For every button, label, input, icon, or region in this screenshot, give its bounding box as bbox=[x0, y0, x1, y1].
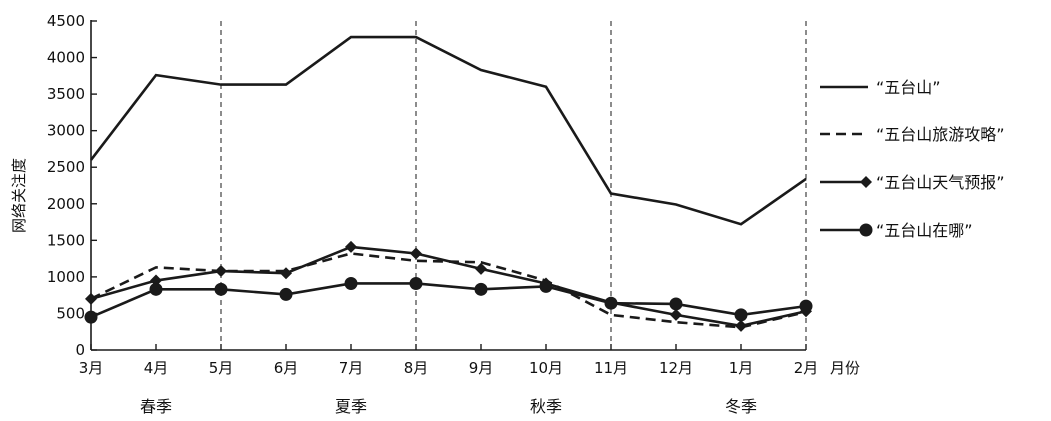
x-tick-label: 4月 bbox=[144, 359, 169, 377]
season-label: 冬季 bbox=[725, 397, 757, 416]
data-point-diamond bbox=[345, 240, 357, 253]
axes bbox=[90, 20, 807, 351]
y-tick-label: 2500 bbox=[47, 158, 85, 176]
data-point-diamond bbox=[670, 308, 682, 321]
y-tick-label: 3500 bbox=[47, 85, 85, 103]
legend-item-4: “五台山在哪” bbox=[820, 221, 973, 240]
x-tick-label: 9月 bbox=[469, 359, 494, 377]
legend-label: “五台山” bbox=[876, 78, 941, 97]
legend-marker-circle bbox=[859, 223, 873, 237]
series-line-4 bbox=[90, 282, 807, 319]
x-tick-label: 11月 bbox=[594, 359, 628, 377]
legend-marker-diamond bbox=[860, 176, 872, 188]
data-point-diamond bbox=[410, 247, 422, 260]
y-tick-label: 500 bbox=[56, 304, 85, 322]
x-tick-label: 7月 bbox=[339, 359, 364, 377]
series-2 bbox=[90, 252, 807, 329]
data-point-circle bbox=[149, 282, 163, 296]
x-tick-label: 2月 bbox=[794, 359, 819, 377]
y-tick-label: 0 bbox=[75, 341, 85, 359]
legend-item-2: “五台山旅游攻略” bbox=[820, 125, 1005, 144]
x-axis-title: 月份 bbox=[830, 359, 860, 377]
y-tick-label: 4500 bbox=[47, 12, 85, 30]
x-tick-label: 12月 bbox=[659, 359, 693, 377]
data-point-circle bbox=[214, 282, 228, 296]
data-point-diamond bbox=[735, 319, 747, 332]
x-tick-label: 3月 bbox=[79, 359, 104, 377]
data-point-diamond bbox=[85, 292, 97, 305]
legend-label: “五台山天气预报” bbox=[876, 173, 1005, 192]
x-tick-label: 6月 bbox=[274, 359, 299, 377]
y-tick-label: 1000 bbox=[47, 268, 85, 286]
season-label: 秋季 bbox=[530, 397, 562, 416]
data-point-circle bbox=[279, 287, 293, 301]
series-line-1 bbox=[89, 35, 807, 226]
series-1 bbox=[89, 35, 807, 226]
data-point-diamond bbox=[475, 262, 487, 275]
data-point-circle bbox=[669, 297, 683, 311]
y-tick-label: 2000 bbox=[47, 195, 85, 213]
data-point-circle bbox=[799, 299, 813, 313]
series-line-3 bbox=[90, 245, 807, 328]
data-point-circle bbox=[84, 310, 98, 324]
legend-item-1: “五台山” bbox=[820, 78, 941, 97]
x-tick-label: 8月 bbox=[404, 359, 429, 377]
data-point-circle bbox=[539, 279, 553, 293]
data-point-circle bbox=[474, 282, 488, 296]
legend-label: “五台山旅游攻略” bbox=[876, 125, 1005, 144]
season-label: 夏季 bbox=[335, 397, 367, 416]
data-point-diamond bbox=[215, 265, 227, 278]
legend-label: “五台山在哪” bbox=[876, 221, 973, 240]
y-tick-label: 4000 bbox=[47, 49, 85, 67]
series-line-2 bbox=[90, 252, 807, 329]
x-tick-label: 10月 bbox=[529, 359, 563, 377]
y-tick-label: 1500 bbox=[47, 231, 85, 249]
data-point-circle bbox=[344, 276, 358, 290]
legend: “五台山” “五台山旅游攻略” “五台山天气预报” “五台山在哪” bbox=[820, 78, 1005, 240]
data-point-circle bbox=[409, 276, 423, 290]
legend-item-3: “五台山天气预报” bbox=[820, 173, 1005, 192]
x-tick-label: 5月 bbox=[209, 359, 234, 377]
y-tick-label: 3000 bbox=[47, 122, 85, 140]
data-point-diamond bbox=[150, 274, 162, 287]
series-4 bbox=[84, 276, 813, 324]
season-dividers bbox=[220, 21, 807, 350]
y-axis-title: 网络关注度 bbox=[10, 158, 28, 233]
data-point-circle bbox=[734, 308, 748, 322]
axis-labels: 0 500 1000 1500 2000 2500 3000 3500 4000 4500 3月 4月… bbox=[10, 12, 860, 416]
data-point-circle bbox=[604, 296, 618, 310]
season-label: 春季 bbox=[140, 397, 172, 416]
x-tick-label: 1月 bbox=[729, 359, 754, 377]
series-3 bbox=[85, 240, 812, 332]
data-point-diamond bbox=[280, 267, 292, 280]
series-lines bbox=[84, 35, 813, 332]
